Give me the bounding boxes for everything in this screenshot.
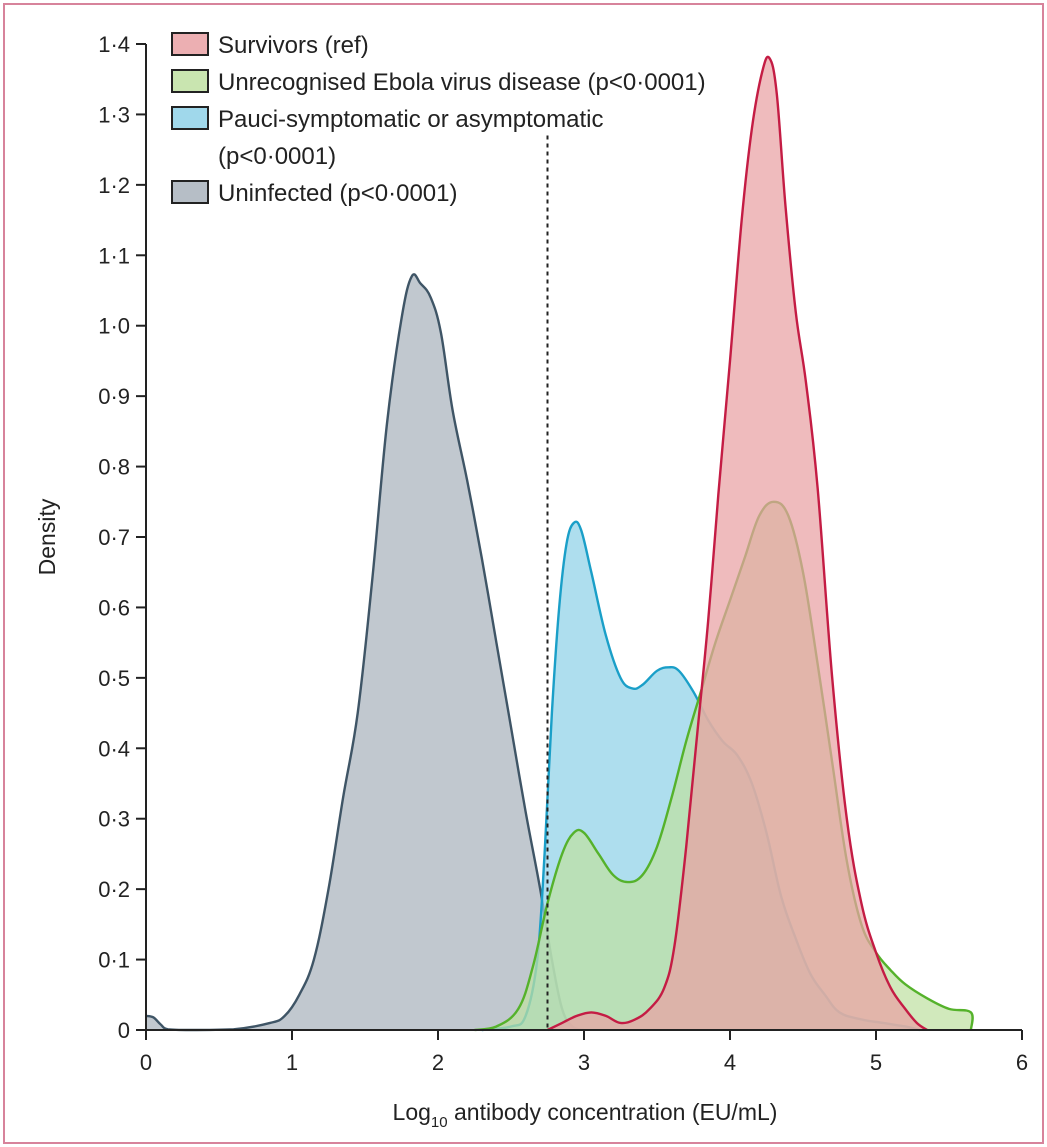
- legend-label: (p<0·0001): [218, 143, 336, 170]
- legend-label: Unrecognised Ebola virus disease (p<0·00…: [218, 69, 706, 96]
- y-tick-label: 1·3: [98, 102, 130, 127]
- legend-swatch: [171, 106, 209, 130]
- y-tick-label: 0·4: [98, 736, 130, 761]
- y-tick-label: 0·1: [98, 948, 130, 973]
- x-tick-label: 6: [1016, 1050, 1028, 1075]
- x-tick-label: 3: [578, 1050, 590, 1075]
- x-tick-label: 4: [724, 1050, 736, 1075]
- y-tick-label: 0·8: [98, 455, 130, 480]
- y-tick-label: 1·4: [98, 32, 130, 57]
- y-tick-label: 0·3: [98, 807, 130, 832]
- y-tick-label: 1·0: [98, 314, 130, 339]
- y-tick-label: 0·2: [98, 877, 130, 902]
- legend-label: Uninfected (p<0·0001): [218, 180, 457, 207]
- y-tick-label: 0·6: [98, 595, 130, 620]
- legend-swatch: [171, 180, 209, 204]
- series-layer: [145, 55, 974, 1032]
- y-tick-label: 0·5: [98, 666, 130, 691]
- x-axis-title-subscript: 10: [431, 1114, 448, 1131]
- y-axis-title: Density: [34, 498, 60, 575]
- line-uninfected-p-0-0001: [145, 273, 585, 1032]
- x-axis-title-main: Log: [393, 1099, 431, 1125]
- ticks-layer: 0 1 2 3 4 5 6 0 0·1 0·2 0·3 0·4 0·5 0·6 0·7 0·8 0·9 1·0 1·…: [98, 32, 1028, 1075]
- x-tick-label: 5: [870, 1050, 882, 1075]
- legend-label: Survivors (ref): [218, 32, 369, 59]
- line-survivors-ref: [546, 55, 928, 1032]
- area-survivors-ref: [547, 56, 928, 1031]
- legend: Survivors (ref) Unrecognised Ebola virus …: [171, 32, 706, 207]
- x-tick-label: 2: [432, 1050, 444, 1075]
- x-axis-title-rest: antibody concentration (EU/mL): [448, 1099, 778, 1125]
- y-tick-label: 0: [118, 1018, 130, 1043]
- legend-label: Pauci-symptomatic or asymptomatic: [218, 106, 603, 133]
- x-tick-label: 1: [286, 1050, 298, 1075]
- legend-swatch: [171, 69, 209, 93]
- y-tick-label: 0·9: [98, 384, 130, 409]
- x-tick-label: 0: [140, 1050, 152, 1075]
- y-tick-label: 1·2: [98, 173, 130, 198]
- legend-swatch: [171, 32, 209, 56]
- y-tick-label: 1·1: [98, 243, 130, 268]
- x-axis-title: Log10 antibody concentration (EU/mL): [393, 1099, 778, 1131]
- y-tick-label: 0·7: [98, 525, 130, 550]
